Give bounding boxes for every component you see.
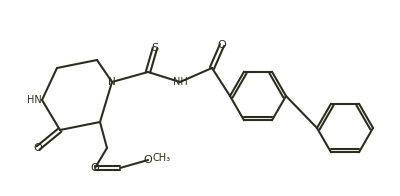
Text: CH₃: CH₃: [153, 153, 171, 163]
Text: O: O: [34, 143, 42, 153]
Text: NH: NH: [173, 77, 187, 87]
Text: HN: HN: [27, 95, 42, 105]
Text: S: S: [152, 43, 158, 53]
Text: O: O: [144, 155, 152, 165]
Text: O: O: [91, 163, 99, 173]
Text: N: N: [108, 77, 116, 87]
Text: O: O: [218, 40, 226, 50]
